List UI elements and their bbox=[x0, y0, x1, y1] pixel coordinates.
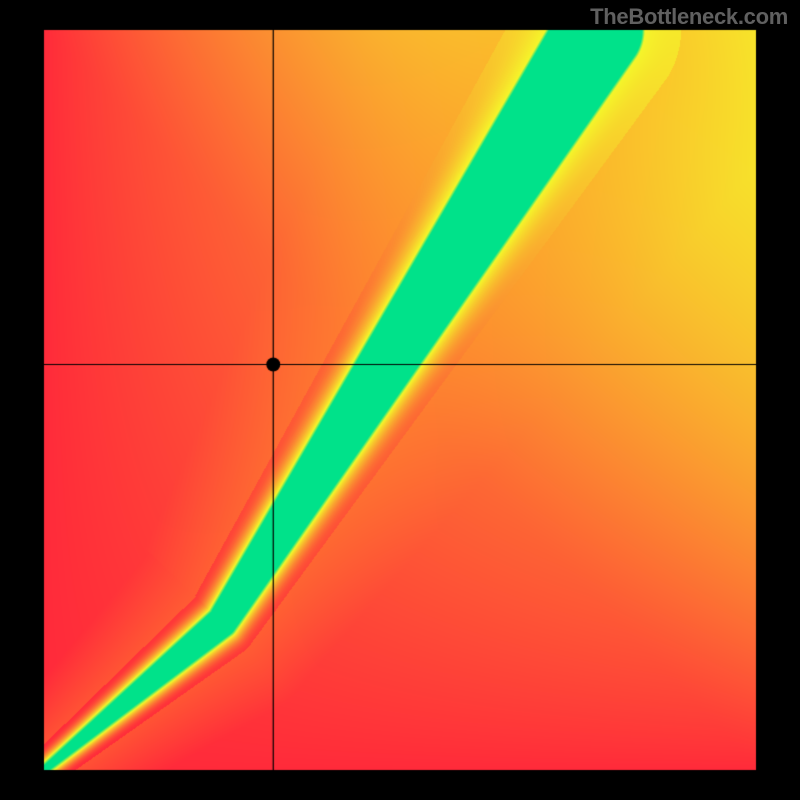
bottleneck-heatmap bbox=[0, 0, 800, 800]
watermark-text: TheBottleneck.com bbox=[590, 4, 788, 30]
chart-container: TheBottleneck.com bbox=[0, 0, 800, 800]
